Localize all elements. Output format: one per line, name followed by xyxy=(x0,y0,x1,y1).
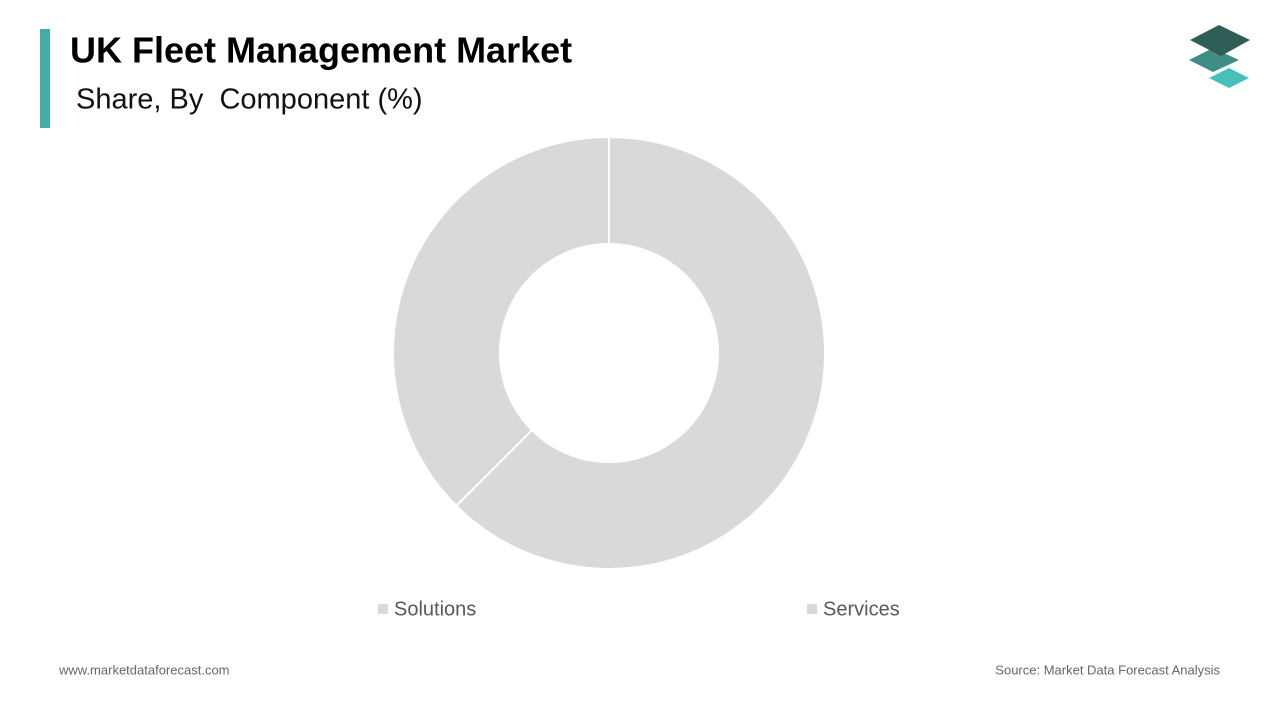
title-accent xyxy=(40,29,50,128)
legend-swatch xyxy=(807,604,817,614)
logo xyxy=(1189,25,1250,88)
donut-slice xyxy=(454,135,826,570)
chart-subtitle: Share, By Component (%) xyxy=(76,84,423,116)
legend-label: Services xyxy=(823,598,900,620)
legend-swatch xyxy=(378,604,388,614)
donut-slice xyxy=(392,135,610,508)
source: Source: Market Data Forecast Analysis xyxy=(995,662,1220,677)
website: www.marketdataforecast.com xyxy=(58,662,230,677)
legend-label: Solutions xyxy=(394,598,476,620)
chart-title: UK Fleet Management Market xyxy=(70,30,572,71)
